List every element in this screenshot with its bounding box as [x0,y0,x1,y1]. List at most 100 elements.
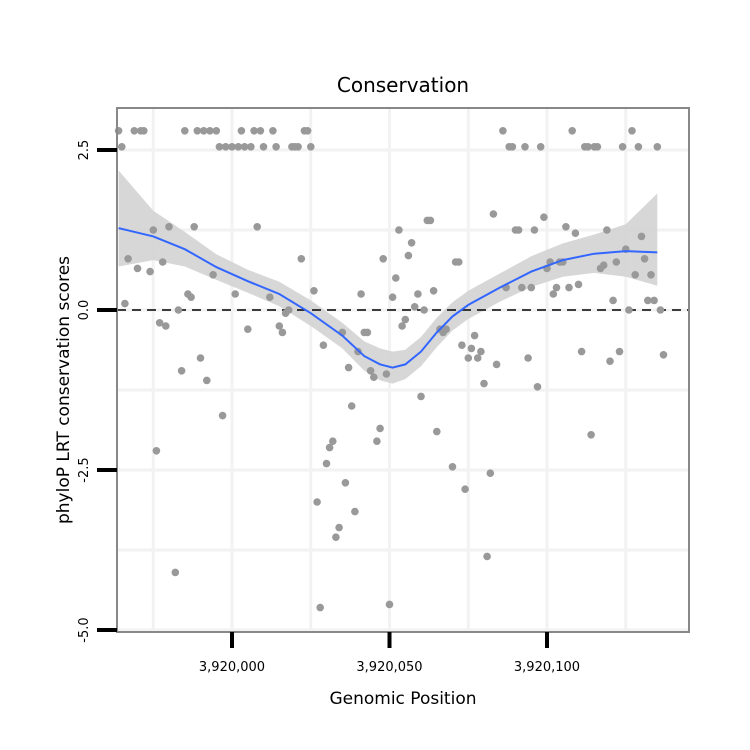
data-points [114,127,668,612]
data-point [181,127,189,135]
data-point [303,127,312,135]
data-point [414,290,422,298]
data-point [174,306,183,314]
data-point [593,143,602,151]
y-tick-label: 2.5 [77,140,92,161]
data-point [407,239,416,247]
data-point [366,367,375,375]
data-point [165,223,173,231]
data-point [404,251,413,260]
data-point [612,258,621,266]
data-point [644,296,652,305]
data-point [203,376,211,385]
data-point [640,254,649,263]
data-point [659,351,668,359]
data-point [209,271,217,279]
data-point [332,533,340,541]
data-point [609,296,617,305]
data-point [536,143,545,151]
data-point [171,568,180,577]
data-point [133,264,142,273]
data-point [199,127,208,135]
data-point [284,306,293,314]
data-point [146,267,154,276]
data-point [524,354,532,362]
data-point [256,127,265,135]
data-point [221,143,230,151]
data-point [603,226,611,234]
data-point [473,354,482,362]
data-point [514,226,523,234]
data-point [341,479,350,487]
x-axis-title: Genomic Position [329,689,476,709]
data-point [149,226,158,234]
data-point [448,463,457,471]
data-point [653,143,662,151]
data-point [527,283,536,292]
data-point [329,437,337,446]
data-point [477,347,485,356]
data-point [388,293,397,302]
data-point [562,223,570,231]
data-point [307,143,315,151]
data-point [275,322,284,330]
data-point [206,127,214,135]
data-point [266,293,274,302]
data-point [577,347,586,356]
x-tick-label: 3,920,050 [356,660,422,675]
data-point [240,143,249,151]
data-point [587,431,595,439]
grid-lines [117,108,689,632]
axes: 2.5 0.0 -2.5 -5.0 3,920,000 3,920,050 3,920,10… [77,140,580,675]
data-point [259,143,268,151]
data-point [540,213,548,221]
confidence-band [118,170,658,384]
data-point [656,306,665,314]
data-point [193,127,202,135]
data-point [398,322,406,330]
data-point [218,411,227,420]
data-point [552,283,561,292]
data-point [253,223,261,231]
data-point [363,328,372,337]
data-point [574,280,583,289]
data-point [628,127,636,135]
data-point [533,383,542,391]
data-point [297,254,306,263]
y-tick-label: 0.0 [77,300,92,321]
data-point [158,258,167,266]
data-point [196,354,205,362]
data-point [152,447,161,455]
smooth-trend-line [118,227,658,369]
data-point [376,424,384,433]
data-point [615,347,624,356]
data-point [319,341,328,350]
data-point [486,469,495,478]
data-point [392,274,400,282]
data-point [631,271,639,279]
data-point [530,226,539,234]
data-point [395,226,403,234]
data-point [464,354,473,362]
data-point [118,143,126,151]
data-point [237,127,246,135]
data-point [606,357,614,366]
data-point [470,331,479,340]
data-point [508,143,517,151]
data-point [455,258,463,266]
data-point [316,603,325,612]
data-point [190,223,198,231]
data-point [313,498,321,506]
data-point [228,143,236,151]
data-point [483,552,491,561]
data-point [549,290,558,298]
data-point [272,143,280,151]
data-point [347,402,356,410]
data-point [325,443,334,452]
data-point [294,143,302,151]
data-point [401,315,410,324]
data-point [335,523,343,532]
data-point [634,143,643,151]
data-point [177,367,186,375]
